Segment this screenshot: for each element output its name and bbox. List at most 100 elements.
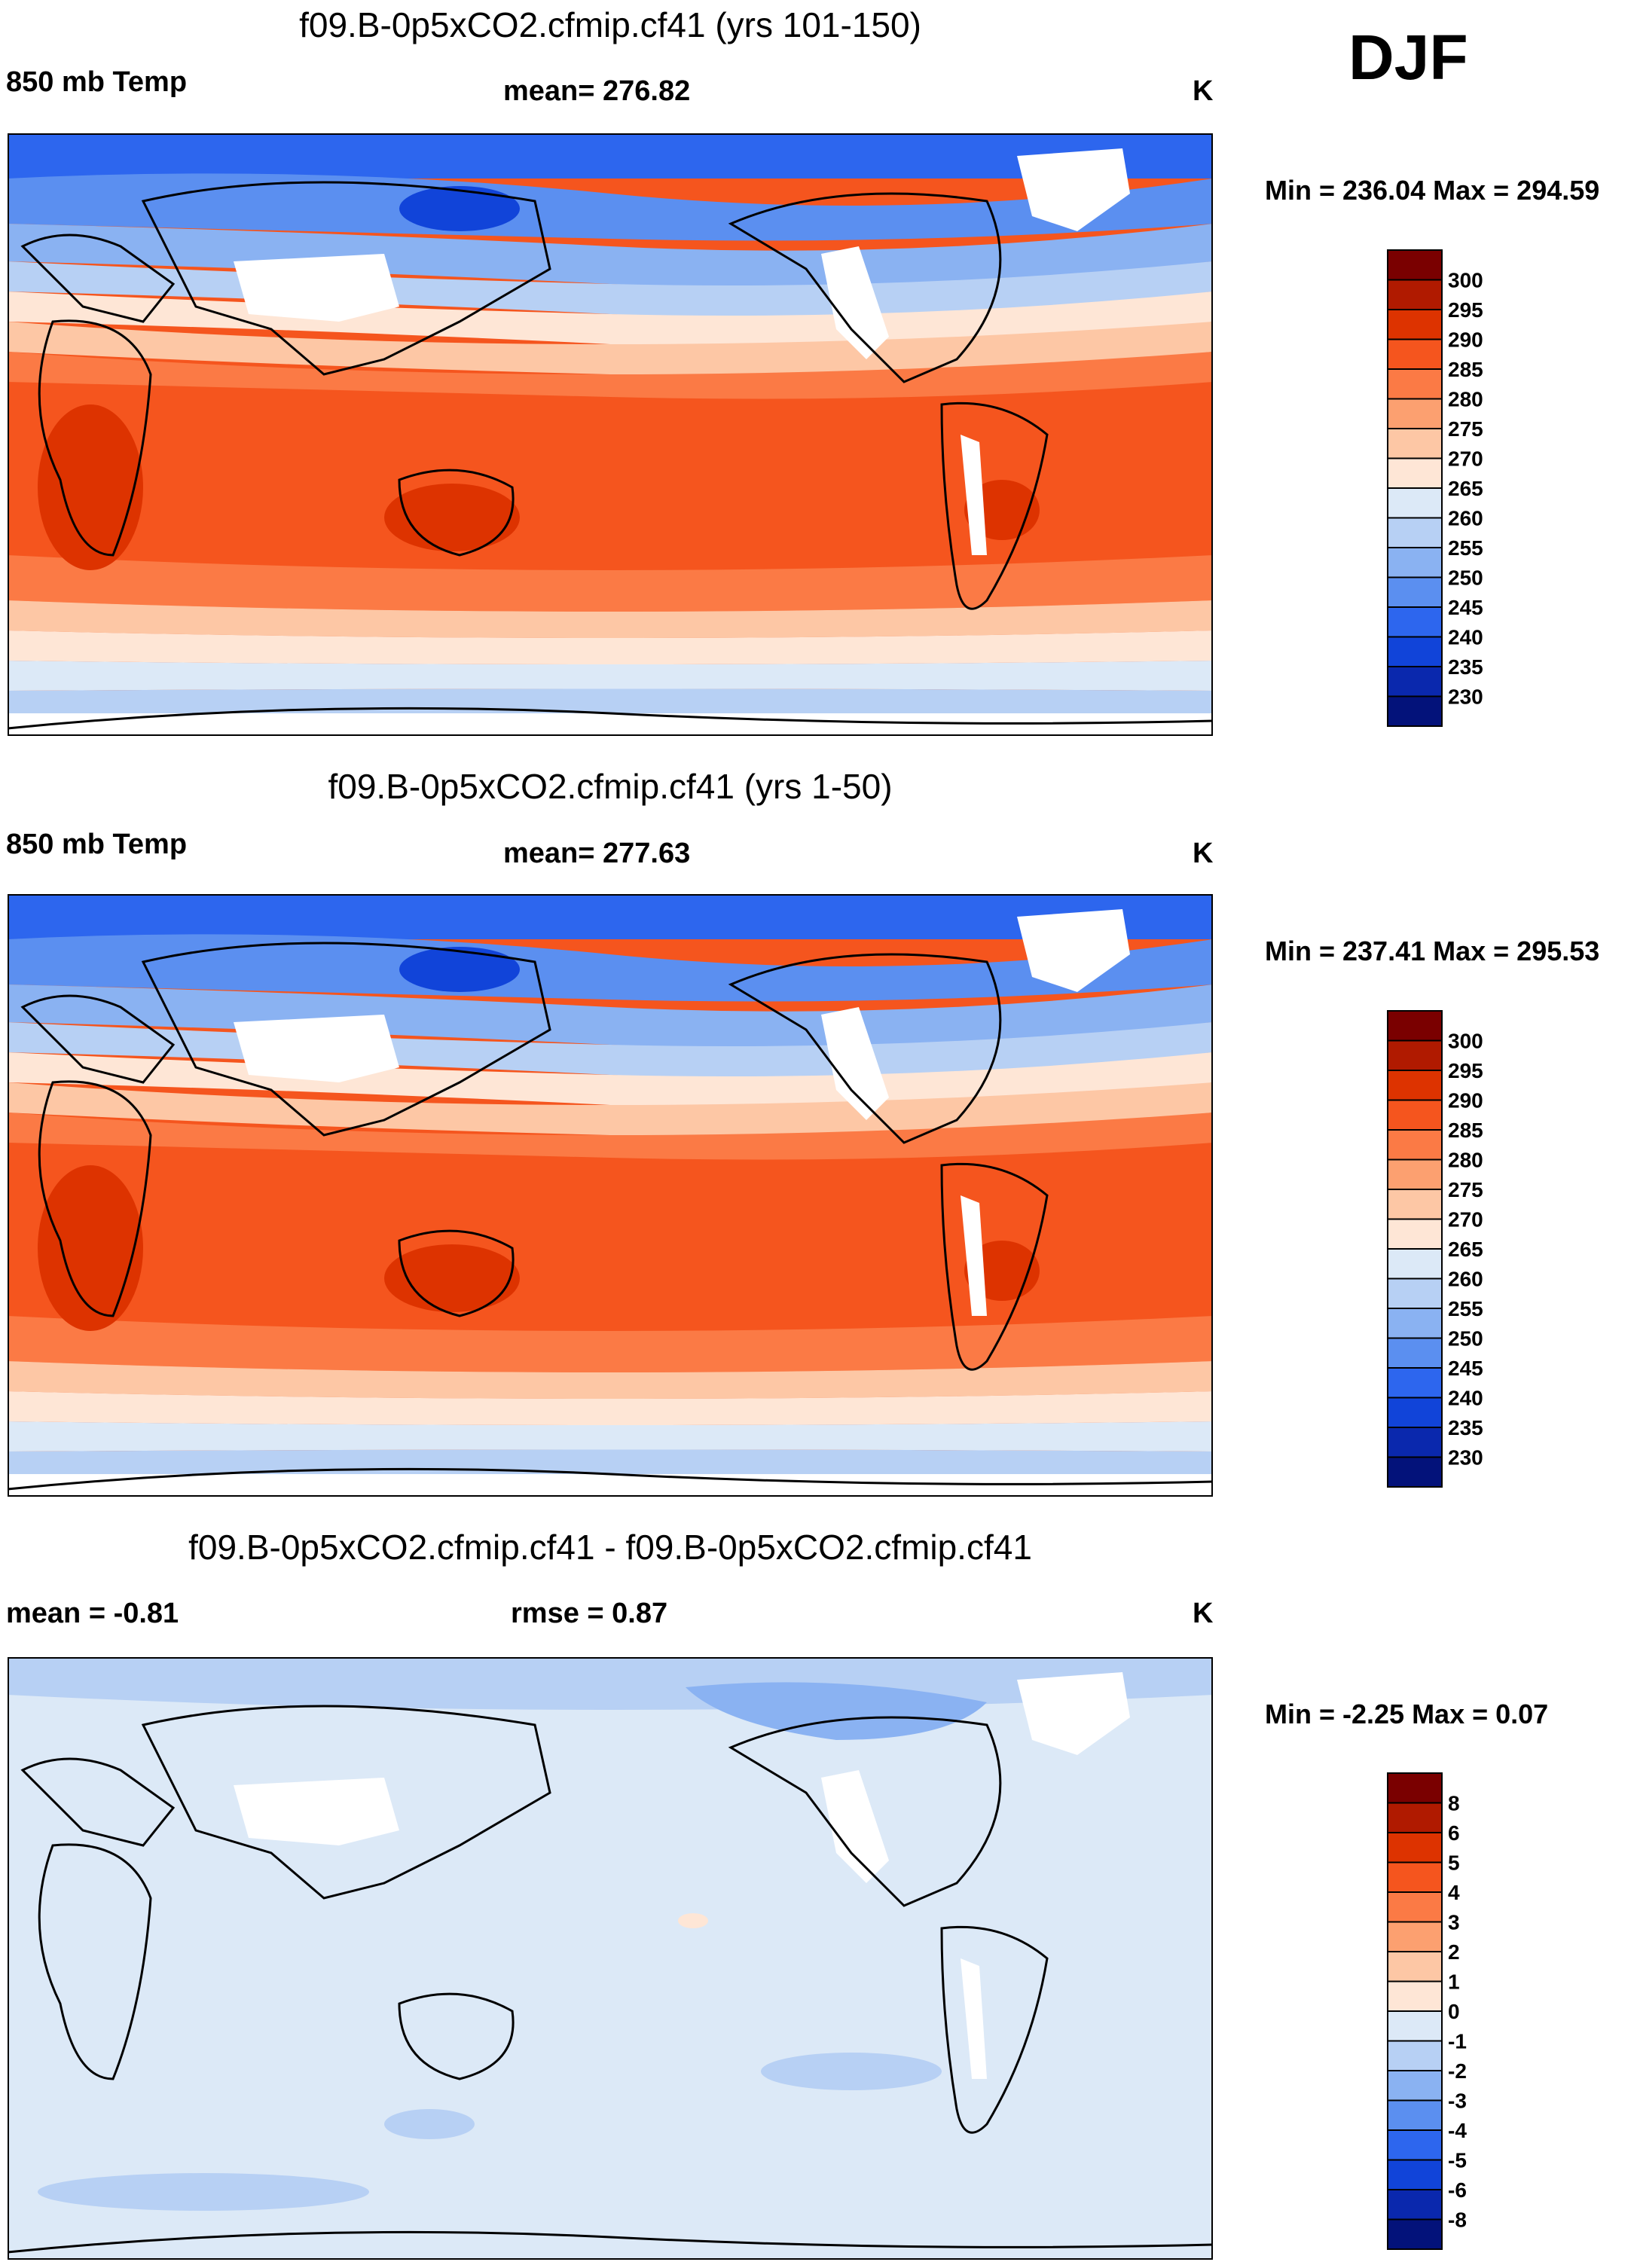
rockies-mask	[821, 1770, 889, 1883]
colorbar-box	[1387, 2159, 1443, 2190]
antarctica-outline	[8, 1467, 1213, 1491]
antarctica	[8, 1474, 1213, 1497]
band-south-2	[8, 1361, 1213, 1399]
colorbar-tick-label: 3	[1448, 1911, 1460, 1934]
greenland	[1017, 909, 1130, 992]
map-plot	[8, 894, 1213, 1497]
colorbar-box	[1387, 1218, 1443, 1250]
asia-outline	[141, 181, 551, 376]
variable-label: 850 mb Temp	[6, 829, 188, 860]
andes-mask	[961, 1195, 987, 1316]
north-america-cooling	[686, 1682, 987, 1740]
colorbar-box	[1387, 1397, 1443, 1428]
australia-warm	[384, 484, 520, 551]
colorbar-box	[1387, 1158, 1443, 1190]
colorbar-box	[1387, 1010, 1443, 1042]
panel-title: f09.B-0p5xCO2.cfmip.cf41 (yrs 1-50)	[328, 767, 893, 806]
colorbar-tick-label: -5	[1448, 2149, 1467, 2172]
africa-outline	[38, 319, 152, 557]
band-south-4	[8, 1421, 1213, 1451]
africa-outline	[38, 1080, 152, 1317]
colorbar-box	[1387, 547, 1443, 578]
colorbar-tick-label: 230	[1448, 1446, 1483, 1470]
band-north-7	[8, 352, 1213, 399]
rockies-mask	[821, 246, 889, 359]
southern-ocean-cooling	[38, 2173, 369, 2211]
colorbar-tick-label: 240	[1448, 626, 1483, 649]
europe-outline	[20, 234, 176, 323]
band-north-2	[8, 934, 1213, 1002]
colorbar-tick-label: 265	[1448, 1238, 1483, 1261]
colorbar-box	[1387, 1070, 1443, 1101]
colorbar-tick-label: 270	[1448, 1208, 1483, 1232]
asia-outline	[141, 1705, 551, 1900]
colorbar-tick-label: 0	[1448, 2000, 1460, 2023]
colorbar-tick-label: 255	[1448, 536, 1483, 560]
minmax-label: Min = 237.41 Max = 295.53	[1265, 936, 1600, 966]
season-label: DJF	[1348, 22, 1468, 93]
antarctica-outline	[8, 2230, 1213, 2254]
australia-outline	[398, 469, 515, 557]
map-plot	[8, 1657, 1213, 2260]
colorbar-box	[1387, 279, 1443, 310]
africa-outline	[38, 1843, 152, 2080]
asia-outline	[141, 942, 551, 1137]
colorbar-tick-label: 250	[1448, 1327, 1483, 1351]
colorbar-tick-label: 270	[1448, 447, 1483, 471]
north-america-outline	[728, 953, 1002, 1144]
minmax-label: Min = -2.25 Max = 0.07	[1265, 1699, 1549, 1729]
greenland	[1017, 148, 1130, 231]
band-south-4	[8, 661, 1213, 691]
africa-warm	[38, 1165, 143, 1331]
colorbar-tick-label: 295	[1448, 298, 1483, 322]
band-north-3	[8, 224, 1213, 288]
map-plot	[8, 133, 1213, 736]
rockies-mask	[821, 1007, 889, 1120]
colorbar-tick-label: 240	[1448, 1387, 1483, 1410]
colorbar-box	[1387, 2189, 1443, 2221]
mean-label: mean = -0.81	[6, 1598, 179, 1629]
colorbar-box	[1387, 398, 1443, 429]
band-north-2	[8, 173, 1213, 241]
map-frame	[8, 133, 1213, 736]
band-north-1	[8, 133, 1213, 179]
colorbar-box	[1387, 1367, 1443, 1399]
colorbar-tick-label: -6	[1448, 2178, 1467, 2202]
colorbar-tick-label: 255	[1448, 1297, 1483, 1320]
colorbar-box	[1387, 1951, 1443, 1983]
units-label: K	[1193, 75, 1214, 107]
colorbar-box	[1387, 1772, 1443, 1804]
colorbar-box	[1387, 1832, 1443, 1864]
colorbar-box	[1387, 1039, 1443, 1071]
colorbar-tick-label: 245	[1448, 1357, 1483, 1380]
colorbar-box	[1387, 2099, 1443, 2131]
band-north-3	[8, 984, 1213, 1049]
colorbar-box	[1387, 636, 1443, 667]
colorbar-tick-label: 300	[1448, 1030, 1483, 1053]
colorbar-box	[1387, 2218, 1443, 2250]
colorbar-tick-label: -4	[1448, 2119, 1467, 2142]
andes-mask	[961, 1958, 987, 2079]
colorbar-tick-label: -8	[1448, 2208, 1467, 2232]
tibet-mask	[234, 1778, 399, 1845]
siberia-cold	[399, 947, 520, 992]
europe-outline	[20, 1757, 176, 1847]
colorbar-box	[1387, 1861, 1443, 1893]
antarctica	[8, 2237, 1213, 2260]
colorbar-tick-label: 300	[1448, 269, 1483, 292]
colorbar-tick-label: 260	[1448, 1268, 1483, 1291]
map-frame	[8, 1657, 1213, 2260]
units-label: K	[1193, 838, 1214, 869]
pacific-cooling	[761, 2053, 942, 2090]
colorbar-box	[1387, 1891, 1443, 1923]
colorbar-box	[1387, 666, 1443, 697]
colorbar-box	[1387, 338, 1443, 370]
colorbar-box	[1387, 606, 1443, 638]
rmse-label: rmse = 0.87	[511, 1598, 668, 1629]
coastlines	[8, 181, 1213, 730]
tibet-mask	[234, 1015, 399, 1082]
colorbar-box	[1387, 487, 1443, 519]
band-south-3	[8, 1391, 1213, 1425]
north-america-outline	[728, 1716, 1002, 1907]
colorbar-tick-label: 8	[1448, 1792, 1460, 1815]
